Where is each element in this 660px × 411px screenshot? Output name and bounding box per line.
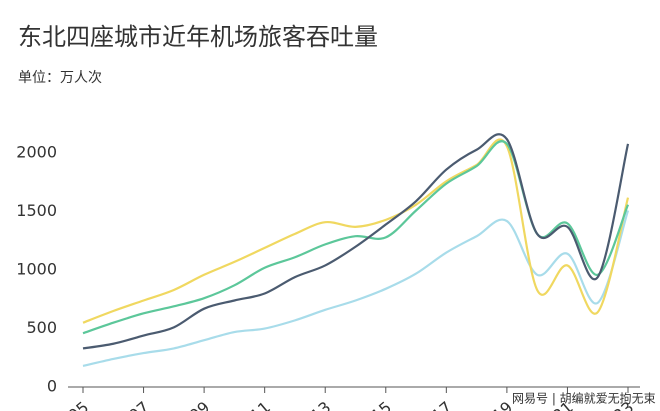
chart-title: 东北四座城市近年机场旅客吞吐量 xyxy=(18,23,378,51)
y-tick-label: 2000 xyxy=(16,143,57,162)
subtitle: 单位：万人次 xyxy=(18,70,102,86)
y-tick-label: 500 xyxy=(26,318,57,337)
series-line xyxy=(82,210,630,368)
y-tick-label: 1000 xyxy=(16,260,57,279)
series-line xyxy=(82,138,630,324)
y-tick-label: 0 xyxy=(47,377,57,396)
watermark: 网易号 | 胡编就爱无拘无束 xyxy=(512,391,656,406)
y-tick-label: 1500 xyxy=(16,201,57,220)
series-line xyxy=(82,133,630,350)
